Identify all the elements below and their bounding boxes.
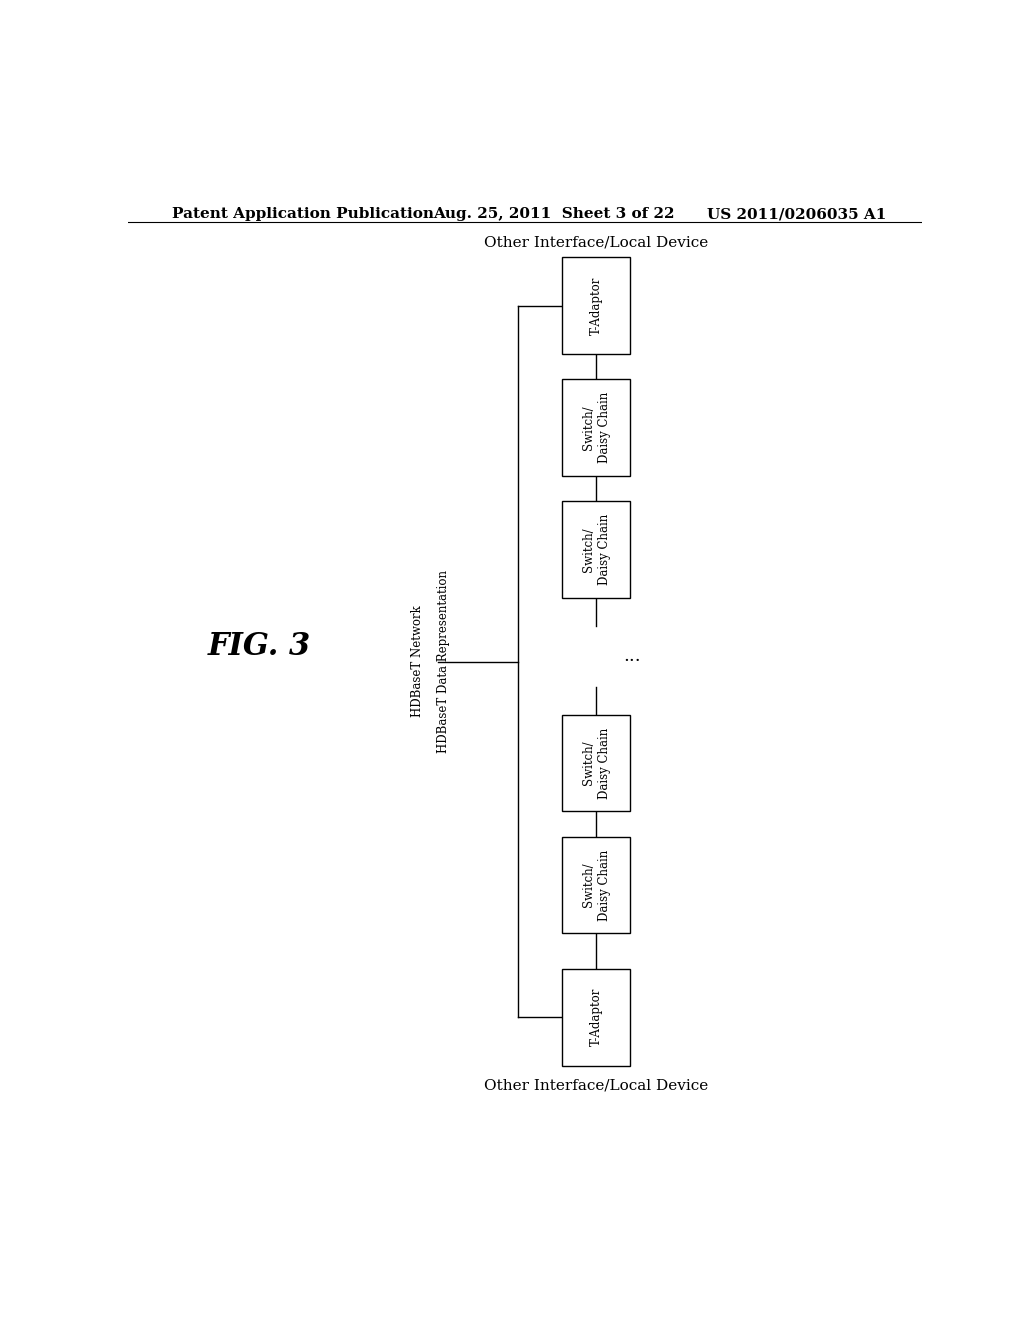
Text: FIG. 3: FIG. 3 [207, 631, 310, 661]
Text: Other Interface/Local Device: Other Interface/Local Device [484, 1078, 709, 1092]
Text: HDBaseT Network: HDBaseT Network [412, 606, 424, 717]
FancyBboxPatch shape [562, 969, 630, 1065]
Text: US 2011/0206035 A1: US 2011/0206035 A1 [708, 207, 887, 222]
Text: Patent Application Publication: Patent Application Publication [172, 207, 433, 222]
Text: Switch/
Daisy Chain: Switch/ Daisy Chain [582, 727, 610, 799]
FancyBboxPatch shape [562, 715, 630, 812]
Text: Aug. 25, 2011  Sheet 3 of 22: Aug. 25, 2011 Sheet 3 of 22 [433, 207, 675, 222]
FancyBboxPatch shape [562, 379, 630, 477]
Text: Other Interface/Local Device: Other Interface/Local Device [484, 236, 709, 249]
Text: ...: ... [624, 647, 641, 665]
Text: T-Adaptor: T-Adaptor [590, 277, 603, 335]
FancyBboxPatch shape [562, 502, 630, 598]
Text: Switch/
Daisy Chain: Switch/ Daisy Chain [582, 513, 610, 585]
FancyBboxPatch shape [562, 837, 630, 933]
Text: T-Adaptor: T-Adaptor [590, 989, 603, 1047]
Text: HDBaseT Data Representation: HDBaseT Data Representation [437, 570, 451, 752]
Text: Switch/
Daisy Chain: Switch/ Daisy Chain [582, 850, 610, 921]
FancyBboxPatch shape [562, 257, 630, 354]
Text: Switch/
Daisy Chain: Switch/ Daisy Chain [582, 392, 610, 463]
